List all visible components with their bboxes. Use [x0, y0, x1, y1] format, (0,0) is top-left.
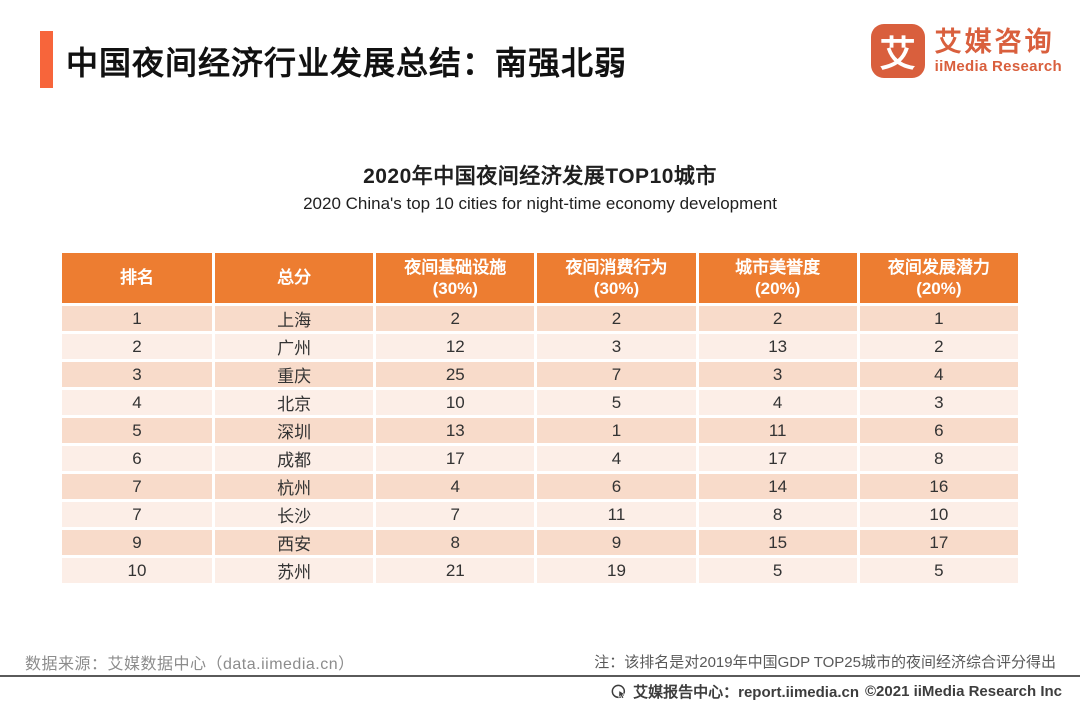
table-cell: 10 [376, 390, 535, 415]
logo-name-en: iiMedia Research [934, 58, 1062, 76]
table-cell: 6 [859, 418, 1018, 443]
column-header: 夜间基础设施 (30%) [376, 253, 535, 303]
table-cell: 13 [376, 418, 535, 443]
table-cell: 7 [62, 502, 212, 527]
table-cell: 5 [537, 390, 696, 415]
report-center-text: 艾媒报告中心：report.iimedia.cn [633, 684, 859, 701]
table-row: 2 广州 12 3 13 2 [62, 334, 1018, 359]
table-cell: 成都 [215, 446, 374, 471]
table-cell: 4 [376, 474, 535, 499]
table-cell: 2 [859, 334, 1018, 359]
table-cell: 重庆 [215, 362, 374, 387]
table-cell: 苏州 [215, 558, 374, 583]
table-cell: 12 [376, 334, 535, 359]
table-cell: 1 [859, 306, 1018, 331]
table-cell: 2 [537, 306, 696, 331]
table-cell: 杭州 [215, 474, 374, 499]
table-cell: 6 [537, 474, 696, 499]
table-cell: 5 [62, 418, 212, 443]
table-cell: 17 [698, 446, 857, 471]
table-cell: 11 [537, 502, 696, 527]
table-cell: 2 [698, 306, 857, 331]
table-cell: 7 [376, 502, 535, 527]
table-cell: 长沙 [215, 502, 374, 527]
table-cell: 6 [62, 446, 212, 471]
table-cell: 北京 [215, 390, 374, 415]
table-cell: 3 [537, 334, 696, 359]
table-cell: 2 [376, 306, 535, 331]
table-row: 5 深圳 13 1 11 6 [62, 418, 1018, 443]
column-header: 夜间发展潜力 (20%) [859, 253, 1018, 303]
table-cell: 4 [62, 390, 212, 415]
table-row: 10 苏州 21 19 5 5 [62, 558, 1018, 583]
table-cell: 11 [698, 418, 857, 443]
iimedia-logo: 艾 艾媒咨询 iiMedia Research [870, 24, 1062, 78]
copyright-text: ©2021 iiMedia Research Inc [865, 683, 1062, 700]
globe-cursor-icon [611, 684, 627, 700]
table-cell: 9 [537, 530, 696, 555]
footnote-text: 注：该排名是对2019年中国GDP TOP25城市的夜间经济综合评分得出 [594, 654, 1056, 671]
table-cell: 7 [62, 474, 212, 499]
table-cell: 广州 [215, 334, 374, 359]
table-cell: 西安 [215, 530, 374, 555]
iimedia-logo-icon: 艾 [870, 24, 925, 78]
table-cell: 5 [859, 558, 1018, 583]
rank-table-header-row: 排名 总分 夜间基础设施 (30%) 夜间消费行为 (30%) 城市美誉度 (20%) 夜… [62, 253, 1018, 303]
logo-name-cn: 艾媒咨询 [934, 26, 1055, 57]
table-row: 4 北京 10 5 4 3 [62, 390, 1018, 415]
table-cell: 10 [62, 558, 212, 583]
table-cell: 7 [537, 362, 696, 387]
table-cell: 19 [537, 558, 696, 583]
table-cell: 17 [376, 446, 535, 471]
table-row: 6 成都 17 4 17 8 [62, 446, 1018, 471]
table-row: 7 杭州 4 6 14 16 [62, 474, 1018, 499]
rank-table-body: 1 上海 2 2 2 1 2 广州 12 3 13 2 3 重庆 25 7 3 4 4 北京 10 5 4 3 5 深圳 13 1 11… [62, 306, 1018, 583]
table-cell: 上海 [215, 306, 374, 331]
rank-table: 排名 总分 夜间基础设施 (30%) 夜间消费行为 (30%) 城市美誉度 (20%) 夜… [59, 250, 1021, 586]
table-row: 7 长沙 7 11 8 10 [62, 502, 1018, 527]
table-cell: 1 [62, 306, 212, 331]
table-cell: 10 [859, 502, 1018, 527]
page-title: 中国夜间经济行业发展总结：南强北弱 [66, 45, 628, 81]
column-header: 夜间消费行为 (30%) [537, 253, 696, 303]
table-cell: 5 [698, 558, 857, 583]
table-cell: 3 [62, 362, 212, 387]
title-accent-bar [40, 31, 53, 88]
table-row: 1 上海 2 2 2 1 [62, 306, 1018, 331]
table-cell: 4 [698, 390, 857, 415]
column-header: 排名 [62, 253, 212, 303]
bottom-bar: 艾媒报告中心：report.iimedia.cn ©2021 iiMedia R… [611, 681, 1062, 702]
table-cell: 4 [859, 362, 1018, 387]
table-cell: 13 [698, 334, 857, 359]
table-cell: 8 [859, 446, 1018, 471]
table-cell: 8 [376, 530, 535, 555]
table-cell: 深圳 [215, 418, 374, 443]
table-cell: 16 [859, 474, 1018, 499]
footer-divider [0, 675, 1080, 677]
table-cell: 3 [859, 390, 1018, 415]
column-header: 城市美誉度 (20%) [698, 253, 857, 303]
column-header: 总分 [215, 253, 374, 303]
table-cell: 2 [62, 334, 212, 359]
table-cell: 15 [698, 530, 857, 555]
table-cell: 4 [537, 446, 696, 471]
table-cell: 8 [698, 502, 857, 527]
data-source-text: 数据来源：艾媒数据中心（data.iimedia.cn） [25, 656, 355, 673]
chart-title: 2020年中国夜间经济发展TOP10城市 [363, 165, 717, 188]
table-cell: 17 [859, 530, 1018, 555]
table-cell: 3 [698, 362, 857, 387]
table-row: 3 重庆 25 7 3 4 [62, 362, 1018, 387]
table-cell: 25 [376, 362, 535, 387]
table-row: 9 西安 8 9 15 17 [62, 530, 1018, 555]
table-cell: 21 [376, 558, 535, 583]
table-cell: 1 [537, 418, 696, 443]
chart-subtitle: 2020 China's top 10 cities for night-tim… [303, 194, 777, 213]
table-cell: 9 [62, 530, 212, 555]
iimedia-logo-text: 艾媒咨询 iiMedia Research [935, 27, 1062, 75]
table-cell: 14 [698, 474, 857, 499]
